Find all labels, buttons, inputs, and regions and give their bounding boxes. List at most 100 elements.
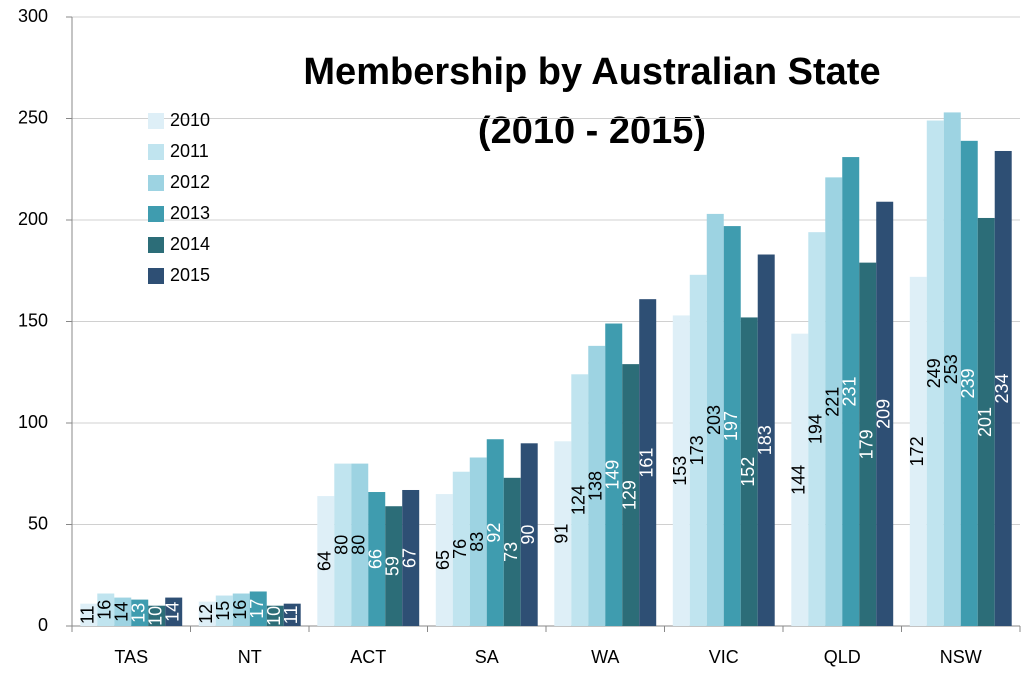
data-label: 91	[552, 524, 572, 544]
bar	[622, 364, 640, 626]
data-label: 16	[230, 600, 250, 620]
bar	[960, 140, 978, 626]
chart-title: Membership by Australian State	[303, 51, 880, 93]
chart-subtitle: (2010 - 2015)	[478, 110, 706, 152]
data-label: 11	[281, 605, 301, 624]
bar	[486, 439, 504, 626]
data-label: 80	[349, 535, 369, 555]
y-tick-label: 200	[18, 209, 48, 229]
bar	[215, 595, 233, 626]
data-label: 15	[213, 601, 233, 621]
x-tick-label: ACT	[350, 647, 386, 667]
legend-swatch	[148, 175, 164, 191]
data-label: 231	[839, 377, 859, 407]
data-label: 92	[484, 523, 504, 543]
bar	[639, 299, 657, 626]
data-label: 172	[907, 436, 927, 466]
data-label: 152	[738, 457, 758, 487]
x-tick-label: NT	[238, 647, 262, 667]
data-label: 83	[467, 532, 487, 552]
bar	[469, 457, 487, 626]
x-tick-label: SA	[475, 647, 499, 667]
data-label: 90	[518, 525, 538, 545]
bar	[232, 593, 250, 626]
bar	[605, 323, 623, 626]
bar	[825, 177, 843, 626]
bar	[791, 333, 809, 626]
bar	[876, 201, 894, 627]
bar	[706, 213, 724, 626]
data-label: 14	[112, 602, 132, 622]
data-label: 149	[602, 460, 622, 490]
data-label: 153	[670, 456, 690, 486]
bar	[808, 232, 826, 626]
bar	[165, 597, 183, 626]
data-label: 11	[78, 605, 98, 624]
bar	[672, 315, 690, 626]
data-label: 173	[687, 435, 707, 465]
data-label: 66	[365, 549, 385, 569]
bar	[198, 601, 216, 626]
x-tick-label: VIC	[709, 647, 739, 667]
legend-swatch	[148, 237, 164, 253]
legend-label: 2013	[170, 203, 210, 223]
data-label: 203	[704, 405, 724, 435]
bar	[97, 593, 115, 626]
data-label: 209	[873, 399, 893, 429]
bar	[317, 496, 335, 626]
y-tick-label: 0	[38, 615, 48, 635]
bar	[266, 605, 284, 626]
bar	[689, 274, 707, 626]
data-label: 73	[501, 542, 521, 562]
bar	[402, 489, 420, 626]
bar	[723, 226, 741, 626]
bar	[977, 217, 995, 626]
legend-swatch	[148, 144, 164, 160]
bar	[131, 599, 149, 626]
data-label: 144	[789, 465, 809, 495]
data-label: 65	[433, 550, 453, 570]
data-label: 64	[315, 551, 335, 571]
x-tick-label: TAS	[114, 647, 148, 667]
bar	[503, 477, 521, 626]
bar	[334, 463, 352, 626]
bar	[554, 441, 572, 626]
bar	[859, 262, 877, 626]
data-label: 76	[450, 539, 470, 559]
data-label: 80	[332, 535, 352, 555]
data-label: 194	[806, 414, 826, 444]
data-label: 13	[128, 603, 148, 623]
bar	[994, 150, 1012, 627]
data-label: 67	[399, 548, 419, 568]
bar	[80, 603, 98, 626]
data-label: 179	[856, 429, 876, 459]
legend-label: 2011	[170, 141, 209, 161]
legend-label: 2010	[170, 110, 210, 130]
bar	[740, 317, 758, 626]
bar	[926, 120, 944, 626]
bar	[148, 605, 166, 626]
y-tick-label: 250	[18, 107, 48, 127]
bar	[114, 597, 132, 626]
data-label: 10	[264, 606, 284, 626]
legend-swatch	[148, 206, 164, 222]
bar	[452, 471, 470, 626]
y-tick-label: 50	[28, 513, 48, 533]
data-label: 249	[924, 358, 944, 388]
data-label: 221	[823, 387, 843, 417]
bar	[588, 345, 606, 626]
bar	[520, 443, 538, 626]
data-label: 124	[569, 485, 589, 515]
bar	[842, 157, 860, 626]
legend-label: 2014	[170, 234, 210, 254]
x-tick-label: NSW	[940, 647, 982, 667]
legend-swatch	[148, 113, 164, 129]
data-label: 59	[382, 556, 402, 576]
bar	[385, 506, 403, 626]
y-tick-label: 100	[18, 412, 48, 432]
bar	[368, 492, 386, 626]
bar	[571, 374, 589, 626]
data-label: 138	[586, 471, 606, 501]
data-label: 253	[941, 354, 961, 384]
bar	[249, 591, 267, 626]
